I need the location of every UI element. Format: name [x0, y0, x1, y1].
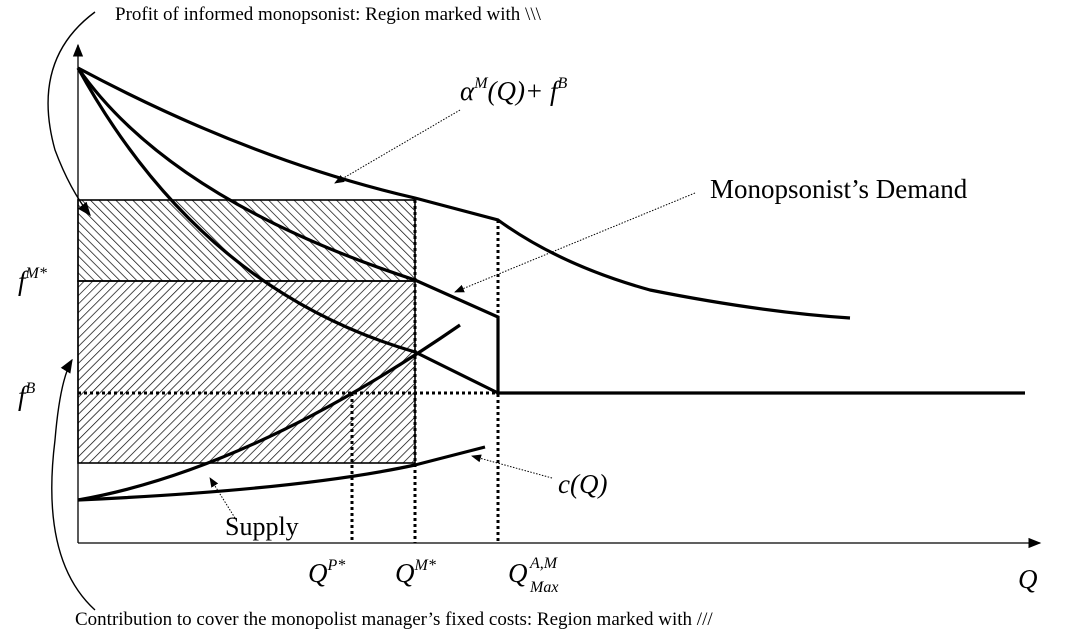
alpha-leader [334, 109, 461, 184]
demand-curve [76, 67, 1025, 395]
f-m-sup: M* [25, 265, 47, 282]
f-b-sup: B [26, 380, 36, 397]
alpha-rest: (Q)+ f [488, 76, 561, 106]
q-max-sup: A,M [529, 555, 559, 572]
contribution-region [77, 280, 416, 464]
q-m-sup: M* [414, 557, 436, 574]
f-b-base: f [18, 381, 29, 411]
f-m-base: f [18, 266, 29, 296]
q-max-sub: Max [529, 579, 558, 596]
supply-curve [77, 323, 461, 502]
inverse-curve [76, 67, 499, 395]
cost-label: c(Q) [558, 469, 607, 499]
top-arrow [47, 11, 96, 217]
alpha-sup2: B [557, 75, 567, 92]
q-m-label: QM* [395, 557, 436, 588]
f-m-label: fM* [18, 265, 47, 296]
alpha-base: α [460, 76, 475, 106]
q-p-label: QP* [308, 557, 345, 588]
alpha-curve [77, 66, 851, 320]
q-p-sup: P* [327, 557, 346, 574]
supply-label: Supply [225, 512, 299, 541]
alpha-label: αM(Q)+ fB [460, 75, 567, 106]
top-annotation: Profit of informed monopsonist: Region m… [115, 4, 542, 25]
cost-leader [471, 454, 553, 479]
cost-curve [77, 445, 486, 502]
f-b-label: fB [18, 380, 36, 411]
bottom-arrow [51, 358, 96, 611]
bottom-annotation: Contribution to cover the monopolist man… [75, 609, 713, 630]
alpha-sup: M [473, 75, 489, 92]
q-m-base: Q [395, 558, 415, 588]
demand-label: Monopsonist’s Demand [710, 174, 968, 204]
q-label: Q [1018, 564, 1038, 594]
demand-leader [454, 192, 696, 293]
q-max-label: Q [508, 558, 528, 588]
supply-leader [209, 477, 236, 519]
q-p-base: Q [308, 558, 328, 588]
